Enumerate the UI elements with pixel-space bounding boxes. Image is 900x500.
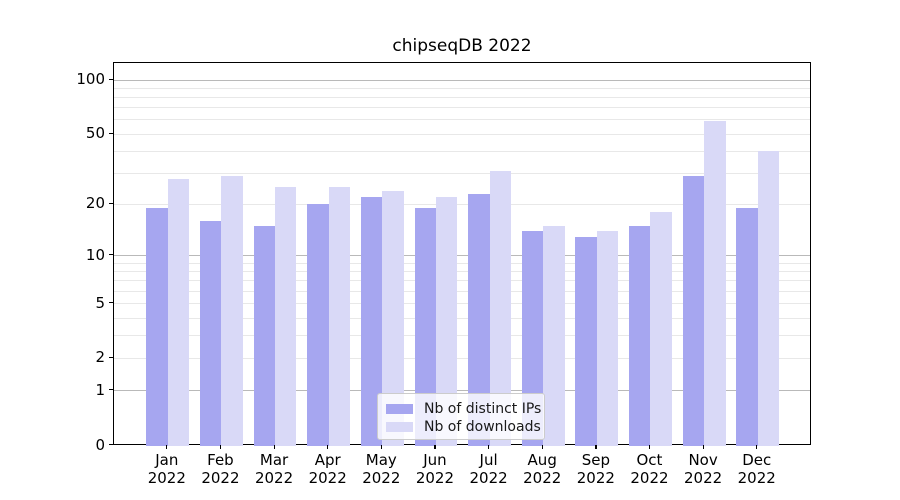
gridline-minor-90	[114, 87, 810, 89]
x-tick-mark-mar	[273, 445, 275, 449]
gridline-major-10	[114, 255, 810, 257]
x-tick-label-apr: Apr 2022	[308, 451, 347, 487]
x-tick-mark-jun	[434, 445, 436, 449]
y-tick-mark-20	[109, 202, 113, 205]
plot-area: Nb of distinct IPs Nb of downloads	[113, 62, 811, 446]
legend-item-downloads: Nb of downloads	[386, 418, 544, 436]
bar-distinct-ips-apr	[307, 204, 329, 446]
x-tick-mark-jan	[166, 445, 168, 449]
gridline-major-1	[114, 390, 810, 392]
legend-label-distinct-ips: Nb of distinct IPs	[424, 401, 542, 417]
gridline-minor-40	[114, 150, 810, 152]
gridline-minor-80	[114, 96, 810, 98]
bar-downloads-sep	[596, 231, 619, 446]
bars-layer	[114, 63, 810, 446]
bar-distinct-ips-jan	[146, 208, 168, 446]
bar-downloads-jan	[167, 178, 190, 446]
y-tick-label-5: 5	[95, 293, 105, 312]
x-tick-label-jul: Jul 2022	[469, 451, 508, 487]
legend-swatch-distinct-ips	[386, 404, 413, 414]
bar-downloads-oct	[650, 212, 672, 446]
gridline-minor-6	[114, 290, 810, 292]
y-tick-label-0: 0	[95, 435, 105, 454]
y-tick-mark-10	[109, 254, 113, 256]
gridlines-layer	[114, 63, 810, 444]
chart-title: chipseqDB 2022	[392, 36, 532, 56]
y-tick-label-1: 1	[95, 380, 105, 399]
x-tick-mark-feb	[219, 445, 222, 449]
x-tick-label-dec: Dec 2022	[737, 451, 776, 487]
gridline-minor-70	[114, 107, 810, 109]
bar-distinct-ips-may	[360, 197, 383, 446]
gridline-minor-30	[114, 173, 810, 175]
bar-downloads-mar	[275, 187, 297, 446]
legend-label-downloads: Nb of downloads	[424, 419, 541, 435]
y-tick-mark-5	[109, 302, 113, 304]
gridline-minor-7	[114, 280, 810, 282]
bar-distinct-ips-nov	[682, 176, 705, 446]
y-tick-mark-0	[109, 444, 113, 446]
x-tick-label-jan: Jan 2022	[147, 451, 186, 487]
y-tick-label-20: 20	[85, 194, 105, 213]
x-tick-mark-dec	[756, 445, 758, 449]
bar-downloads-jul	[489, 171, 512, 446]
bar-distinct-ips-mar	[253, 225, 276, 446]
y-tick-label-10: 10	[85, 245, 105, 264]
gridline-minor-4	[114, 317, 810, 319]
x-tick-mark-nov	[702, 445, 704, 449]
gridline-minor-8	[114, 270, 810, 272]
gridline-minor-20	[114, 203, 810, 205]
x-tick-mark-apr	[327, 445, 329, 449]
bar-distinct-ips-aug	[521, 231, 544, 446]
bar-downloads-may	[382, 190, 404, 446]
x-tick-label-mar: Mar 2022	[254, 451, 294, 487]
bar-downloads-dec	[757, 151, 780, 446]
x-tick-mark-may	[380, 445, 382, 449]
x-tick-mark-jul	[488, 445, 490, 449]
gridline-minor-9	[114, 262, 810, 264]
gridline-minor-2	[114, 357, 810, 359]
legend-item-distinct-ips: Nb of distinct IPs	[386, 400, 544, 418]
x-tick-label-aug: Aug 2022	[523, 451, 562, 487]
y-tick-mark-100	[109, 78, 113, 80]
y-tick-label-100: 100	[76, 70, 105, 88]
x-tick-label-oct: Oct 2022	[630, 451, 669, 487]
gridline-minor-3	[114, 335, 810, 337]
bar-downloads-jun	[435, 197, 458, 446]
y-tick-label-2: 2	[95, 348, 105, 367]
x-tick-label-jun: Jun 2022	[415, 451, 455, 487]
bar-distinct-ips-feb	[199, 221, 222, 446]
bar-downloads-feb	[221, 176, 243, 446]
gridline-minor-50	[114, 133, 810, 135]
y-tick-mark-1	[109, 389, 113, 391]
x-tick-mark-sep	[595, 445, 597, 449]
x-tick-label-nov: Nov 2022	[684, 451, 723, 487]
bar-downloads-aug	[543, 225, 565, 446]
x-tick-label-feb: Feb 2022	[201, 451, 240, 487]
gridline-major-100	[114, 79, 810, 81]
bar-downloads-apr	[328, 187, 351, 446]
gridline-minor-60	[114, 119, 810, 121]
legend-swatch-downloads	[386, 422, 413, 432]
x-tick-mark-aug	[541, 445, 543, 449]
x-tick-label-sep: Sep 2022	[576, 451, 615, 487]
legend: Nb of distinct IPs Nb of downloads	[377, 393, 545, 440]
bar-distinct-ips-dec	[736, 208, 758, 446]
y-tick-label-50: 50	[85, 124, 105, 143]
bar-distinct-ips-jun	[414, 208, 436, 446]
x-tick-mark-oct	[648, 445, 651, 449]
y-tick-mark-50	[109, 132, 113, 134]
bar-distinct-ips-sep	[575, 236, 597, 446]
x-tick-label-may: May 2022	[362, 451, 401, 487]
gridline-minor-5	[114, 303, 810, 305]
bar-distinct-ips-jul	[468, 193, 490, 446]
bar-downloads-nov	[704, 121, 726, 446]
y-tick-mark-2	[109, 356, 113, 359]
bar-distinct-ips-oct	[629, 225, 651, 446]
